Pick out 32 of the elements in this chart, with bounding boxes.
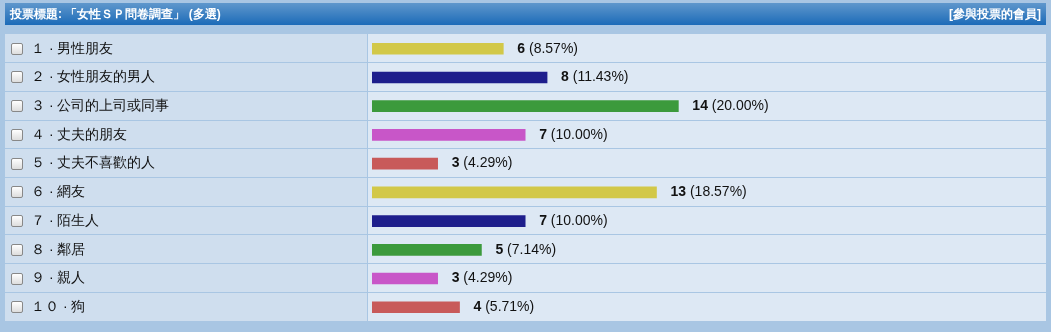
bar xyxy=(372,301,460,314)
bar xyxy=(372,71,548,84)
data-label: 7 (10.00%) xyxy=(539,125,608,142)
data-label: 14 (20.00%) xyxy=(692,97,769,114)
data-label: 13 (18.57%) xyxy=(670,183,747,200)
y-tick-label: ９ · 親人 xyxy=(31,269,86,286)
y-tick-label: ６ · 網友 xyxy=(31,183,86,200)
y-tick-label: ５ · 丈夫不喜歡的人 xyxy=(31,154,156,171)
bar xyxy=(372,100,679,113)
bar xyxy=(372,272,438,285)
text: 投票標題: 「女性ＳＰ問卷調查」 (多選) xyxy=(10,6,221,23)
bar xyxy=(372,129,526,141)
y-tick-label: ２ · 女性朋友的男人 xyxy=(31,68,156,85)
y-tick-label: １ · 男性朋友 xyxy=(31,39,114,56)
bar xyxy=(372,157,438,170)
data-label: 4 (5.71%) xyxy=(473,298,535,315)
data-label: 6 (8.57%) xyxy=(517,39,579,56)
y-tick-label: １０ · 狗 xyxy=(31,298,86,315)
data-label: 8 (11.43%) xyxy=(561,68,629,85)
text: [參與投票的會員] xyxy=(949,6,1041,23)
bar xyxy=(372,215,526,227)
y-tick-label: ７ · 陌生人 xyxy=(31,211,100,228)
y-tick-label: ４ · 丈夫的朋友 xyxy=(31,125,128,142)
data-label: 7 (10.00%) xyxy=(539,211,608,228)
data-label: 3 (4.29%) xyxy=(451,154,513,171)
bar xyxy=(372,243,482,256)
bar xyxy=(372,186,657,199)
bar xyxy=(372,42,504,55)
data-label: 5 (7.14%) xyxy=(495,240,557,257)
y-tick-label: ３ · 公司的上司或同事 xyxy=(31,97,170,114)
y-tick-label: ８ · 鄰居 xyxy=(31,240,86,257)
data-label: 3 (4.29%) xyxy=(451,269,513,286)
